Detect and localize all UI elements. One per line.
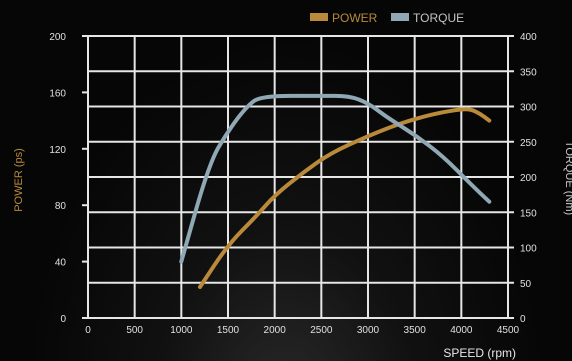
y-right-tick-label: 250 [520,138,537,149]
x-tick-label: 2000 [264,325,287,336]
x-tick-label: 500 [126,325,143,336]
x-tick-label: 1500 [217,325,240,336]
x-tick-label: 0 [85,325,91,336]
legend-label-torque: TORQUE [413,11,464,25]
x-axis-label: SPEED (rpm) [443,346,516,360]
y-right-tick-label: 300 [520,103,537,114]
y-right-tick-label: 350 [520,67,537,78]
y-axis-label-right: TORQUE (Nm) [563,141,572,215]
chart-tick-labels: 0 500 1000 1500 2000 2500 3000 3500 4000 45000501… [49,32,537,336]
x-tick-label: 4000 [450,325,473,336]
y-left-tick-label: 40 [55,258,67,269]
legend-swatch-torque [391,13,409,21]
x-tick-label: 4500 [497,325,520,336]
y-left-tick-label: 0 [60,314,66,325]
x-tick-label: 3500 [404,325,427,336]
y-right-tick-label: 150 [520,208,537,219]
y-left-tick-label: 200 [49,32,66,43]
y-right-tick-label: 100 [520,244,537,255]
x-tick-label: 2500 [310,325,333,336]
legend-label-power: POWER [332,11,378,25]
x-tick-label: 3000 [357,325,380,336]
series-line-power [198,107,492,289]
chart-legend: POWER TORQUE [310,11,464,25]
y-left-tick-label: 120 [49,145,66,156]
chart-grid [82,35,514,319]
y-right-tick-label: 200 [520,173,537,184]
y-left-tick-label: 80 [55,201,67,212]
y-right-tick-label: 0 [520,314,526,325]
y-right-tick-label: 50 [520,279,532,290]
legend-swatch-power [310,13,328,21]
y-left-tick-label: 160 [49,88,66,99]
chart-series [179,93,492,289]
y-axis-label-left: POWER (ps) [13,148,25,212]
y-right-tick-label: 400 [520,32,537,43]
series-line-torque [179,93,492,264]
x-tick-label: 1000 [170,325,193,336]
